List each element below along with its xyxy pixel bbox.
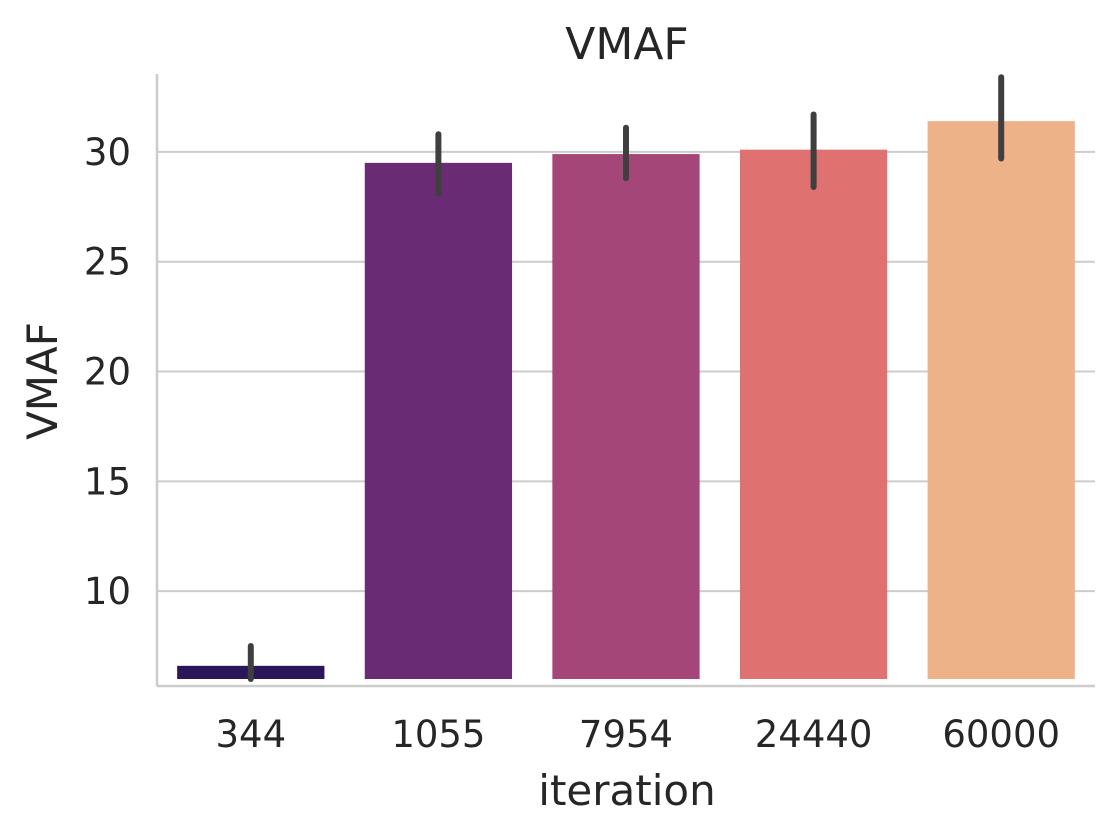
y-tick-label: 25 — [84, 241, 131, 284]
bars — [177, 121, 1075, 679]
bar — [552, 154, 700, 679]
x-tick-labels: 344 1055 7954 24440 60000 — [215, 713, 1060, 756]
y-tick-label: 30 — [84, 131, 131, 174]
bar — [927, 121, 1075, 679]
x-tick-label: 7954 — [579, 713, 673, 756]
y-tick-label: 15 — [84, 460, 131, 503]
x-axis-label: iteration — [538, 766, 715, 815]
y-tick-labels: 10 15 20 25 30 — [84, 131, 131, 613]
x-tick-label: 344 — [215, 713, 286, 756]
y-tick-label: 10 — [84, 570, 131, 613]
error-bars — [247, 74, 1005, 682]
x-tick-label: 24440 — [755, 713, 873, 756]
x-tick-label: 1055 — [391, 713, 485, 756]
y-axis-label: VMAF — [18, 322, 67, 440]
y-tick-label: 20 — [84, 351, 131, 394]
bar — [739, 149, 888, 679]
chart-title: VMAF — [565, 19, 688, 70]
bar — [364, 162, 513, 679]
x-tick-label: 60000 — [942, 713, 1060, 756]
